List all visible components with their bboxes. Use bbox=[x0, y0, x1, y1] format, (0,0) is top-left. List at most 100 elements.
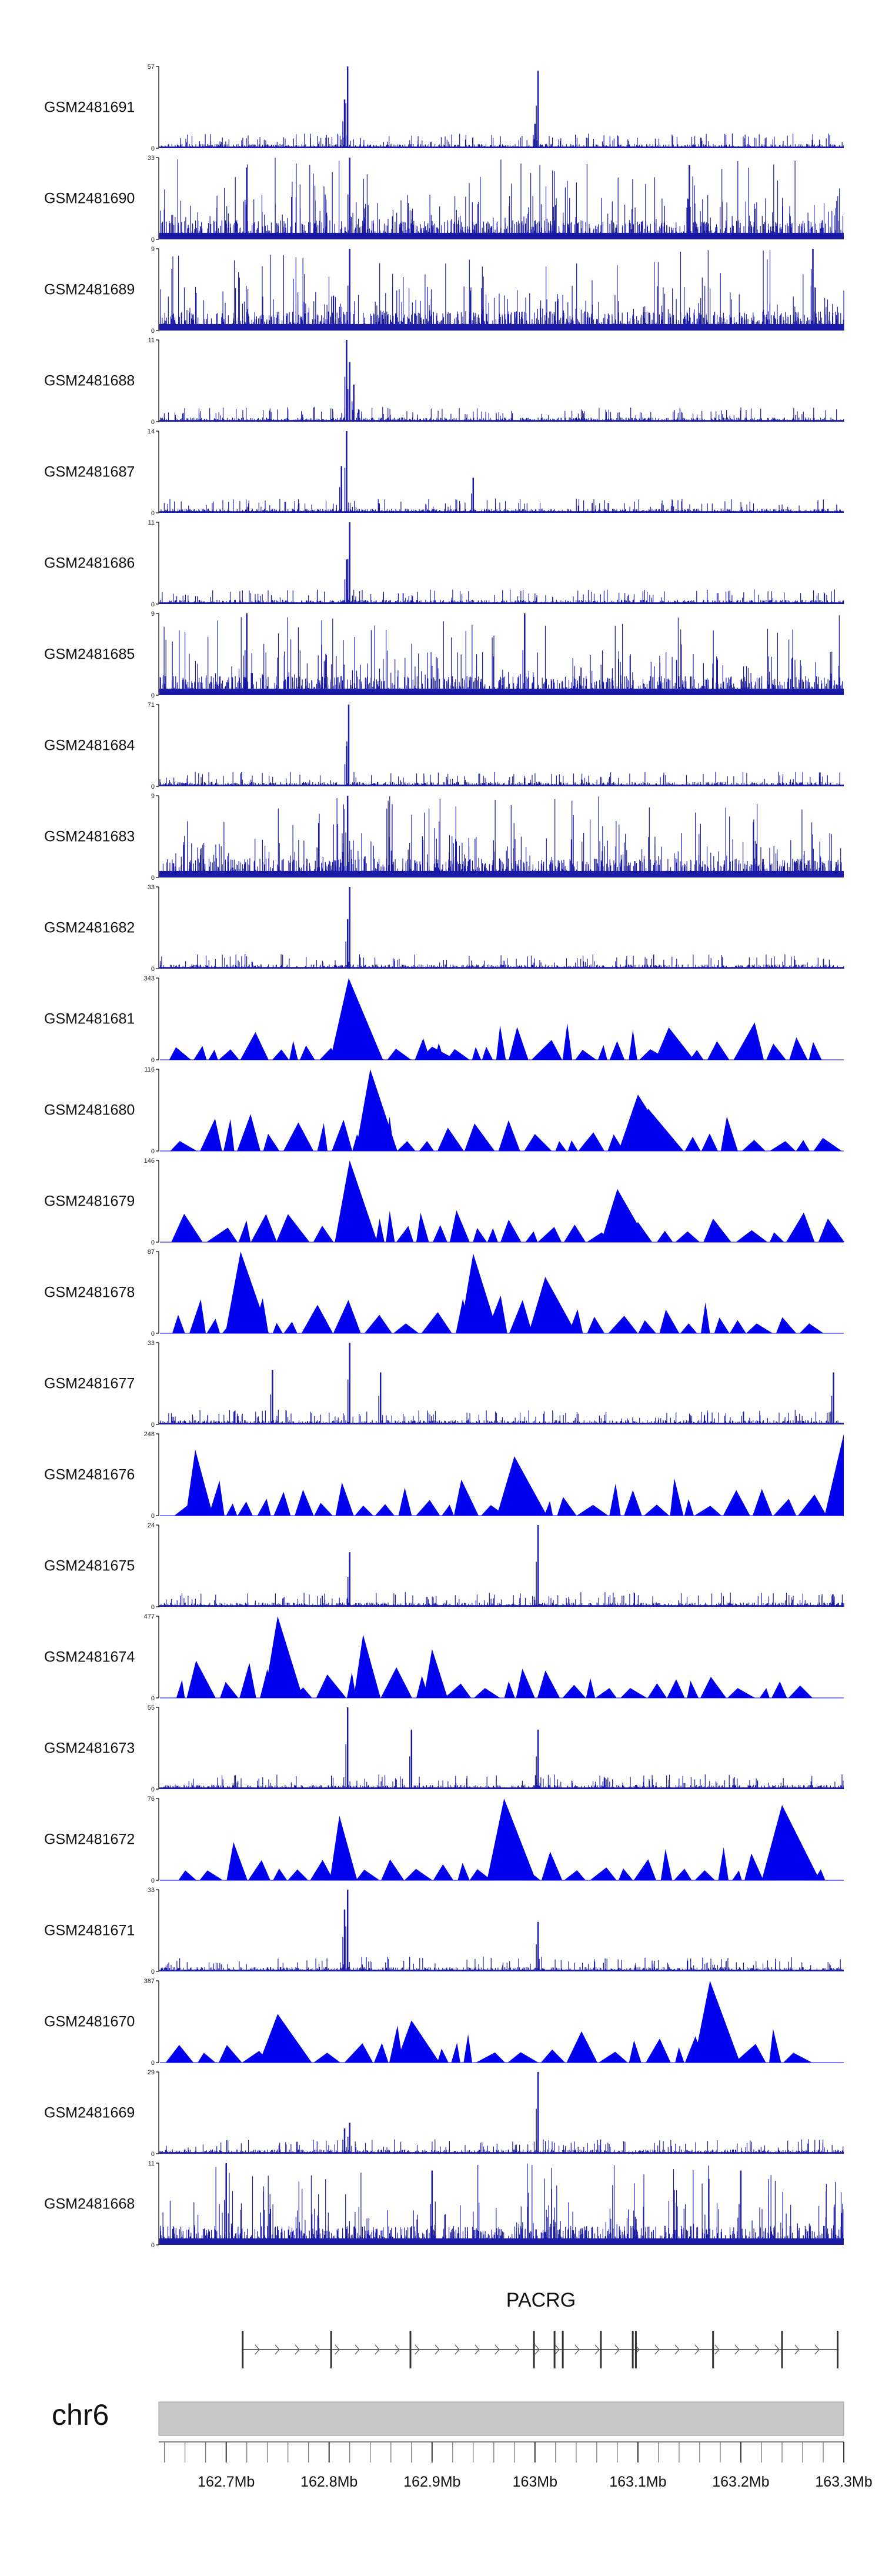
y-tick-label-min: 0 bbox=[151, 875, 155, 882]
gene-label: PACRG bbox=[506, 2289, 576, 2311]
strand-arrow bbox=[534, 2344, 540, 2355]
signal-triangle bbox=[753, 1489, 773, 1516]
y-tick-label-min: 0 bbox=[151, 1422, 155, 1429]
y-tick-label-max: 29 bbox=[148, 2069, 155, 2076]
signal-baseband bbox=[159, 232, 844, 239]
signal-bars bbox=[159, 2139, 844, 2154]
signal-triangle bbox=[674, 1868, 692, 1880]
signal-triangle bbox=[723, 1490, 750, 1516]
track-GSM2481677: GSM2481677 33 0 bbox=[44, 1340, 844, 1429]
signal-peak bbox=[693, 1981, 740, 2063]
signal-triangle bbox=[727, 1688, 756, 1698]
signal-triangle bbox=[396, 1226, 414, 1242]
y-tick-label-max: 9 bbox=[151, 246, 155, 253]
track-label: GSM2481674 bbox=[44, 1649, 135, 1666]
signal-bars bbox=[159, 589, 844, 604]
signal-bars bbox=[159, 615, 843, 695]
signal-triangle bbox=[454, 1479, 479, 1516]
strand-arrow bbox=[774, 2344, 780, 2355]
signal-peak bbox=[460, 1253, 499, 1333]
signal-bars bbox=[159, 954, 844, 969]
y-tick-label-max: 87 bbox=[148, 1249, 155, 1256]
signal-triangle bbox=[389, 2025, 403, 2063]
signal-triangle bbox=[759, 1688, 770, 1698]
y-tick-label-max: 9 bbox=[151, 610, 155, 618]
track-label: GSM2481668 bbox=[44, 2196, 135, 2213]
axis-tick-label: 163.2Mb bbox=[712, 2474, 769, 2490]
signal-triangle bbox=[446, 1049, 470, 1060]
signal-bars bbox=[159, 772, 841, 786]
strand-arrow bbox=[714, 2344, 720, 2355]
strand-arrow bbox=[754, 2344, 760, 2355]
signal-triangle bbox=[437, 1127, 464, 1151]
signal-bars bbox=[160, 796, 842, 877]
signal-triangle bbox=[404, 1868, 433, 1880]
signal-peak bbox=[601, 1189, 648, 1242]
signal-triangle bbox=[419, 1141, 435, 1151]
signal-triangle bbox=[786, 1212, 815, 1242]
track-label: GSM2481681 bbox=[44, 1011, 135, 1027]
y-tick-label-min: 0 bbox=[151, 966, 155, 973]
signal-triangle bbox=[445, 1683, 472, 1698]
signal-triangle bbox=[694, 1870, 715, 1880]
signal-triangle bbox=[799, 1323, 824, 1333]
signal-baseband bbox=[159, 602, 844, 604]
y-tick-label-max: 57 bbox=[148, 64, 155, 71]
signal-triangle bbox=[397, 1141, 416, 1151]
signal-triangle bbox=[796, 1140, 810, 1151]
signal-triangle bbox=[193, 1046, 207, 1060]
signal-triangle bbox=[734, 2044, 766, 2063]
signal-triangle bbox=[472, 1047, 482, 1060]
signal-peak bbox=[655, 1027, 694, 1060]
signal-triangle bbox=[206, 1319, 220, 1333]
y-tick-label-max: 387 bbox=[144, 1978, 155, 1985]
y-tick-label-max: 33 bbox=[148, 1340, 155, 1347]
y-tick-label-min: 0 bbox=[151, 1604, 155, 1611]
track-GSM2481679: GSM2481679 146 0 bbox=[44, 1157, 845, 1246]
signal-triangle bbox=[700, 1677, 727, 1698]
strand-arrow bbox=[514, 2344, 520, 2355]
signal-triangle bbox=[690, 1050, 704, 1060]
signal-triangle bbox=[165, 2045, 193, 2063]
signal-triangle bbox=[769, 2028, 781, 2063]
signal-triangle bbox=[457, 1863, 470, 1880]
strand-arrow bbox=[255, 2344, 260, 2355]
strand-arrow bbox=[614, 2344, 620, 2355]
y-tick-label-max: 146 bbox=[144, 1157, 155, 1164]
signal-peak bbox=[423, 1649, 448, 1698]
signal-triangle bbox=[273, 1868, 288, 1880]
track-GSM2481680: GSM2481680 116 0 bbox=[44, 1066, 844, 1155]
chromosome-label: chr6 bbox=[52, 2398, 109, 2431]
gene-exon bbox=[242, 2331, 244, 2368]
signal-triangle bbox=[442, 1504, 454, 1516]
signal-triangle bbox=[618, 1868, 633, 1880]
signal-triangle bbox=[176, 1680, 185, 1698]
signal-triangle bbox=[675, 2047, 684, 2063]
track-GSM2481691: GSM2481691 57 0 bbox=[44, 64, 844, 152]
signal-triangle bbox=[624, 1490, 642, 1516]
track-label: GSM2481687 bbox=[44, 464, 135, 481]
track-label: GSM2481691 bbox=[44, 99, 135, 116]
signal-triangle bbox=[386, 1210, 395, 1242]
signal-triangle bbox=[789, 1037, 808, 1060]
signal-triangle bbox=[694, 1506, 722, 1516]
signal-triangle bbox=[272, 1323, 283, 1333]
signal-triangle bbox=[598, 1045, 607, 1060]
signal-triangle bbox=[813, 1137, 842, 1151]
track-label: GSM2481678 bbox=[44, 1284, 135, 1301]
signal-triangle bbox=[237, 1114, 260, 1151]
y-tick-label-max: 71 bbox=[148, 702, 155, 709]
signal-peak bbox=[356, 1069, 397, 1151]
track-label: GSM2481676 bbox=[44, 1467, 135, 1483]
signal-triangle bbox=[313, 2053, 340, 2063]
track-GSM2481668: GSM2481668 11 0 bbox=[44, 2160, 844, 2249]
signal-triangle bbox=[374, 2043, 389, 2063]
signal-triangle bbox=[433, 1864, 453, 1880]
signal-triangle bbox=[474, 1688, 500, 1698]
signal-triangle bbox=[380, 1667, 412, 1698]
y-tick-label-max: 33 bbox=[148, 884, 155, 891]
signal-triangle bbox=[776, 1317, 797, 1333]
strand-arrow bbox=[554, 2344, 560, 2355]
gene-exon bbox=[837, 2331, 838, 2368]
signal-triangle bbox=[313, 1226, 334, 1242]
